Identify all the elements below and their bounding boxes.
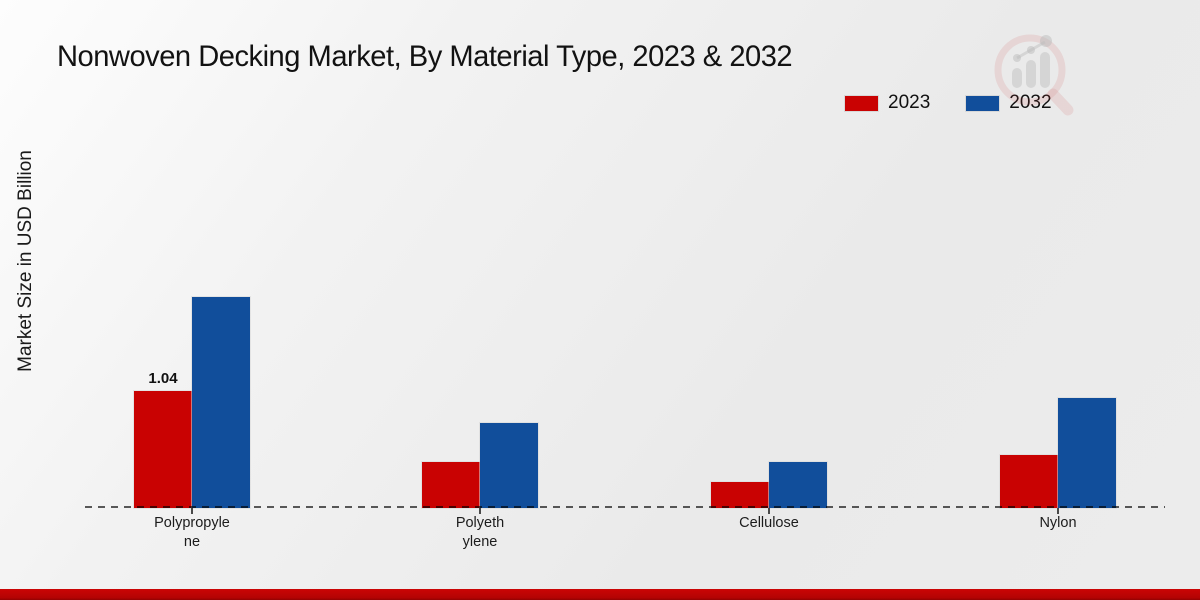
x-axis-category-label: Polyeth ylene [455, 515, 505, 550]
y-axis-label: Market Size in USD Billion [15, 150, 36, 372]
bar-2023-Polyethylene [422, 462, 480, 508]
bar-2032-Nylon [1058, 398, 1116, 508]
legend-item-2023: 2023 [845, 92, 930, 114]
bar-2032-Polyethylene [480, 423, 538, 508]
x-axis-category-label: Polypropyle ne [154, 515, 230, 550]
legend-label: 2032 [1009, 92, 1052, 113]
x-axis-tick [768, 508, 770, 514]
bar-2032-Polypropylene [192, 297, 250, 508]
bottom-accent-strip [0, 589, 1200, 600]
bar-2023-Cellulose [711, 482, 769, 508]
x-axis-category-label: Cellulose [739, 515, 799, 531]
legend-swatch-icon [845, 95, 878, 111]
chart-title: Nonwoven Decking Market, By Material Typ… [57, 40, 793, 73]
x-axis-baseline [85, 506, 1165, 508]
legend: 2023 2032 [845, 92, 1052, 114]
legend-item-2032: 2032 [966, 92, 1052, 114]
bar-value-label: 1.04 [148, 370, 178, 387]
x-axis-tick [191, 508, 193, 514]
x-axis-tick [1057, 508, 1059, 514]
bar-2023-Polypropylene [134, 391, 192, 508]
x-axis-tick [479, 508, 481, 514]
bar-2032-Cellulose [769, 462, 827, 508]
magnifier-bar-chart-logo-icon [994, 34, 1074, 116]
x-axis-category-label: Nylon [1039, 515, 1077, 531]
legend-label: 2023 [888, 92, 931, 113]
legend-swatch-icon [966, 95, 1000, 111]
bar-2023-Nylon [1000, 455, 1058, 508]
